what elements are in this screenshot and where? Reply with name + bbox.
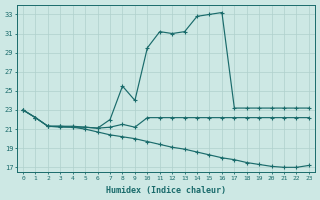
X-axis label: Humidex (Indice chaleur): Humidex (Indice chaleur) xyxy=(106,186,226,195)
